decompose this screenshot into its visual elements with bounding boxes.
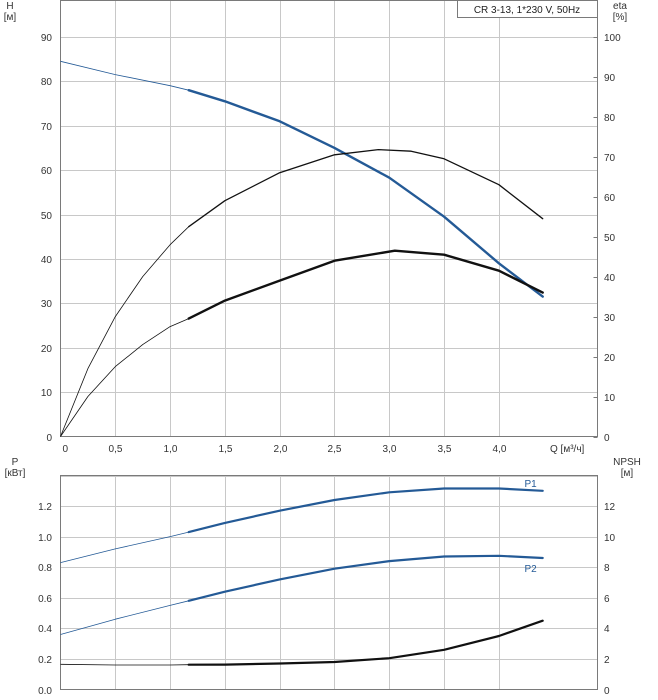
model-label: CR 3-13, 1*230 V, 50Hz — [474, 5, 580, 16]
y-tick-label: 40 — [41, 255, 53, 266]
y2-tick-label: 20 — [604, 353, 616, 364]
y-tick-label: 90 — [41, 33, 53, 44]
y-tick-label: 10 — [41, 388, 53, 399]
head-curve-line — [187, 88, 544, 298]
x-tick-label: 0,5 — [109, 444, 123, 455]
y-tick-label: 1.0 — [38, 533, 52, 544]
y-tick-label: 80 — [41, 77, 53, 88]
y2-tick-label: 50 — [604, 233, 616, 244]
upper-y2-axis-label: eta [%] — [613, 1, 628, 23]
upper-series — [60, 60, 544, 437]
y2-tick-label: 6 — [604, 594, 610, 605]
y2-tick-label: 4 — [604, 624, 610, 635]
y-tick-label: 0.6 — [38, 594, 52, 605]
efficiency-curve-line-thin — [60, 226, 189, 437]
y-tick-label: 60 — [41, 166, 53, 177]
y2-tick-label: 60 — [604, 193, 616, 204]
x-tick-label: 2,0 — [274, 444, 288, 455]
y2-tick-label: 0 — [604, 433, 610, 444]
y2-tick-label: 10 — [604, 533, 616, 544]
upper-y-axis-label: H [м] — [4, 1, 17, 23]
p1-curve-line — [187, 487, 544, 534]
y-tick-label: 30 — [41, 299, 53, 310]
npsh-curve-line — [187, 619, 544, 666]
y2-tick-label: 2 — [604, 655, 610, 666]
y-tick-label: 0.4 — [38, 624, 52, 635]
model-label-box — [457, 0, 598, 18]
y-tick-label: 0.2 — [38, 655, 52, 666]
x-tick-label: 3,0 — [383, 444, 397, 455]
y2-tick-label: 100 — [604, 33, 621, 44]
series-label-p2: P2 — [524, 564, 537, 575]
axis-labels: H [м] eta [%] P [кВт] NPSH [м] Q [м³/ч] — [4, 1, 641, 479]
y2-tick-label: 8 — [604, 563, 610, 574]
y2-tick-label: 80 — [604, 113, 616, 124]
x-tick-label: 2,5 — [328, 444, 342, 455]
tick-labels: 0 0,5 1,0 1,5 2,0 2,5 3,0 3,5 4,0010203040506070… — [38, 33, 621, 697]
y-tick-label: 20 — [41, 344, 53, 355]
lower-y2-axis-label: NPSH [м] — [613, 457, 641, 479]
lower-grid — [60, 475, 598, 690]
y2-tick-label: 0 — [604, 686, 610, 697]
y-tick-label: 0.0 — [38, 686, 52, 697]
y2-tick-label: 70 — [604, 153, 616, 164]
x-axis-label: Q [м³/ч] — [550, 444, 585, 455]
y2-tick-label: 10 — [604, 393, 616, 404]
y-tick-label: 1.2 — [38, 502, 52, 513]
x-tick-label: 1,0 — [164, 444, 178, 455]
upper-grid — [60, 0, 598, 438]
efficiency-2-curve-line-thin — [60, 318, 189, 437]
series-label-p1: P1 — [524, 479, 537, 490]
y-tick-label: 0.8 — [38, 563, 52, 574]
upper-plot-frame — [60, 0, 598, 437]
p2-curve-line-thin — [60, 600, 189, 635]
lower-plot-frame — [60, 475, 598, 690]
lower-y-axis-label: P [кВт] — [5, 457, 26, 479]
efficiency-curve-line — [188, 148, 544, 228]
y2-tick-label: 30 — [604, 313, 616, 324]
y-tick-label: 0 — [46, 433, 52, 444]
y-tick-label: 50 — [41, 211, 53, 222]
x-tick-label: 3,5 — [438, 444, 452, 455]
x-tick-label: 0 — [63, 444, 69, 455]
head-curve-line-thin — [60, 60, 189, 91]
x-tick-label: 1,5 — [219, 444, 233, 455]
p1-curve-line-thin — [60, 531, 189, 563]
y-tick-label: 70 — [41, 122, 53, 133]
npsh-curve-line-thin — [60, 663, 189, 666]
lower-series: P1 P2 — [60, 479, 544, 666]
y2-tick-label: 90 — [604, 73, 616, 84]
p2-curve-line — [187, 554, 544, 602]
x-tick-label: 4,0 — [493, 444, 507, 455]
efficiency-2-curve-line — [187, 249, 544, 320]
y2-tick-label: 12 — [604, 502, 616, 513]
y2-tick-label: 40 — [604, 273, 616, 284]
